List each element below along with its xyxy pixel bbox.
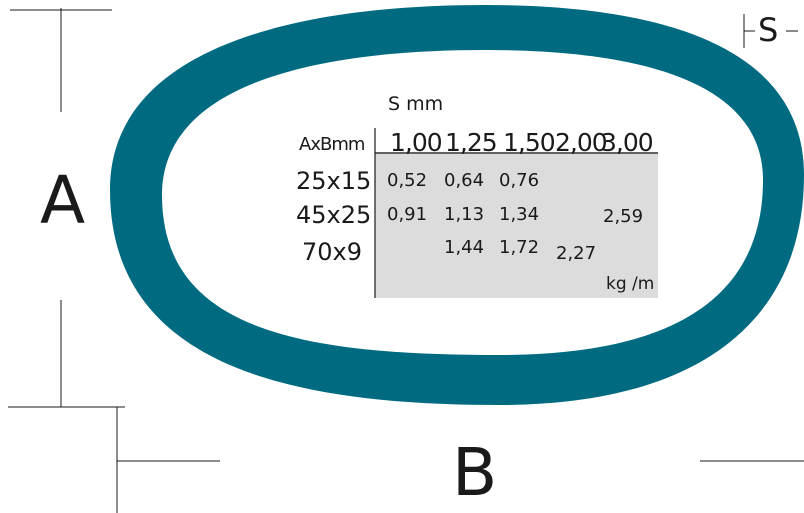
table-cell: 1,34	[499, 204, 540, 225]
table-cell: 1,13	[444, 204, 485, 225]
table-cell: 0,64	[444, 170, 485, 191]
table-cell: 2,59	[603, 206, 644, 227]
row-size-label: 25x15	[296, 167, 372, 195]
table-cell: 0,76	[499, 170, 540, 191]
row-size-label: 70x9	[302, 238, 363, 266]
dimension-s-label: S	[758, 11, 779, 49]
row-size-label: 45x25	[296, 201, 372, 229]
thickness-header: 3,00	[601, 128, 654, 157]
table-corner-header: AxBmm	[299, 134, 365, 155]
thickness-header: 1,00	[390, 128, 443, 157]
dimension-b-label: B	[452, 434, 498, 511]
table-cell: 2,27	[556, 243, 597, 264]
thickness-header: 2,00	[555, 128, 608, 157]
table-caption: S mm	[388, 93, 444, 115]
thickness-header: 1,25	[445, 128, 498, 157]
table-cell: 1,72	[499, 237, 540, 258]
table-unit-label: kg /m	[606, 274, 655, 294]
table-cell: 1,44	[444, 237, 485, 258]
table-value-background	[375, 152, 658, 298]
table-cell: 0,91	[387, 204, 428, 225]
thickness-header: 1,50	[503, 128, 556, 157]
dimension-a-label: A	[40, 162, 86, 239]
table-cell: 0,52	[387, 170, 428, 191]
